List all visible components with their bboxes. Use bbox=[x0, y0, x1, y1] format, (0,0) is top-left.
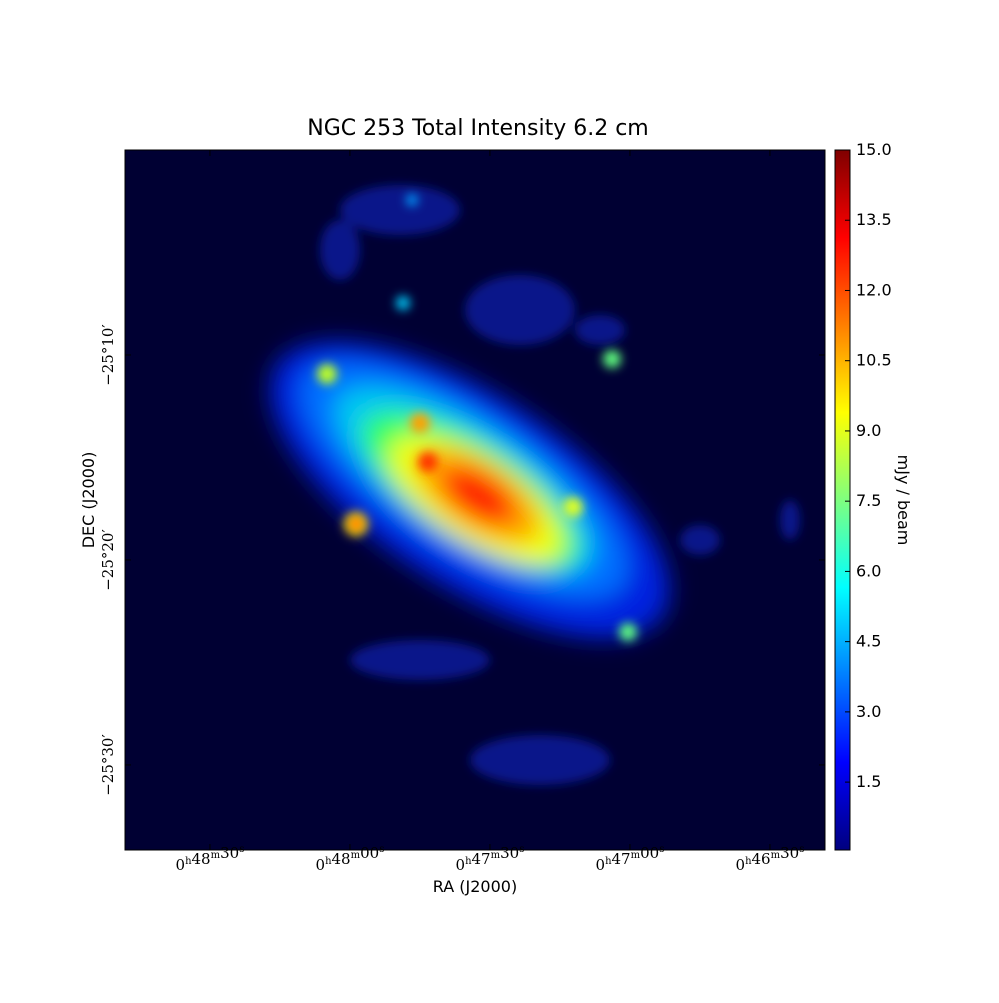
chart-title: NGC 253 Total Intensity 6.2 cm bbox=[307, 116, 648, 141]
colorbar bbox=[834, 149, 851, 851]
x-axis-label: RA (J2000) bbox=[433, 877, 517, 896]
colorbar-tick-label: 13.5 bbox=[856, 210, 892, 229]
colorbar-tick-label: 12.0 bbox=[856, 280, 892, 299]
colorbar-tick-label: 4.5 bbox=[856, 632, 881, 651]
x-tick-label: 0h46m30s bbox=[736, 844, 805, 874]
image bbox=[270, 185, 800, 785]
x-tick-label: 0h48m30s bbox=[176, 844, 245, 874]
colorbar-tick-label: 1.5 bbox=[856, 772, 881, 791]
colorbar-tick-label: 15.0 bbox=[856, 140, 892, 159]
colorbar-tick-label: 6.0 bbox=[856, 561, 881, 580]
y-tick-label: −25°30′ bbox=[99, 734, 117, 796]
colorbar-tick-label: 10.5 bbox=[856, 351, 892, 370]
x-tick-label: 0h47m30s bbox=[456, 844, 525, 874]
colorbar-label: mJy / beam bbox=[894, 455, 913, 546]
x-tick-label: 0h47m00s bbox=[596, 844, 665, 874]
colorbar-tick-label: 7.5 bbox=[856, 491, 881, 510]
x-tick-label: 0h48m00s bbox=[316, 844, 385, 874]
colorbar-tick-label: 3.0 bbox=[856, 702, 881, 721]
y-tick-label: −25°20′ bbox=[99, 529, 117, 591]
plot-frame bbox=[124, 149, 826, 851]
y-axis-label: DEC (J2000) bbox=[79, 452, 98, 549]
colorbar-tick-label: 9.0 bbox=[856, 421, 881, 440]
y-tick-label: −25°10′ bbox=[99, 324, 117, 386]
